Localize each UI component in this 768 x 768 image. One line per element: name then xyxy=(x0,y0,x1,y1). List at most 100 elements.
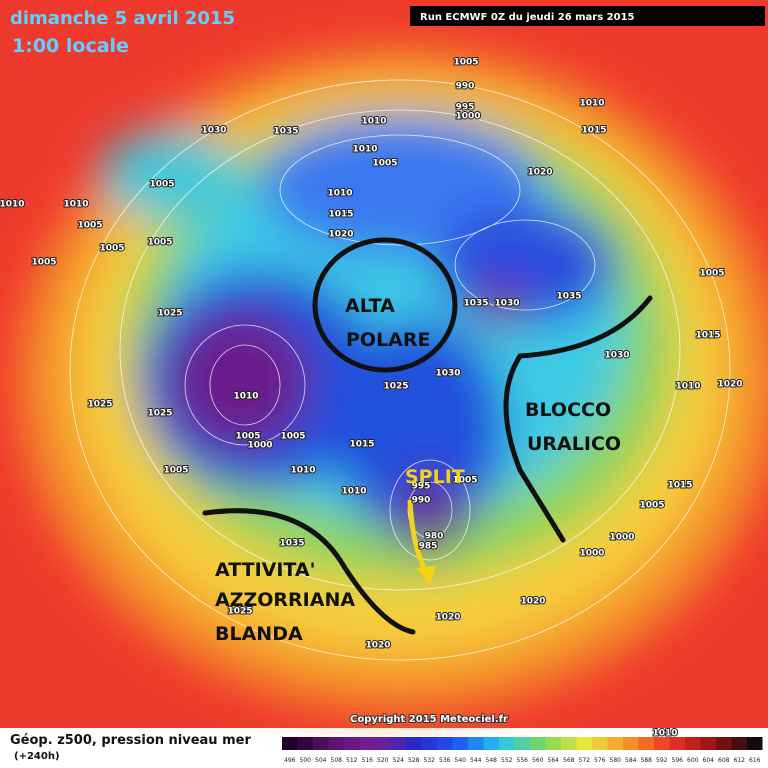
legend-label: 576 xyxy=(594,757,606,764)
isobar-label: 1000 xyxy=(247,441,272,451)
legend-swatch xyxy=(359,737,375,750)
legend-swatch xyxy=(344,737,360,750)
isobar-label: 1005 xyxy=(639,501,664,511)
isobar-label: 1030 xyxy=(201,126,226,136)
isobar-label: 1010 xyxy=(0,200,25,210)
isobar-label: 1035 xyxy=(556,292,581,302)
isobar-label: 990 xyxy=(412,496,431,506)
isobar-label: 1020 xyxy=(520,597,545,607)
isobar-label: 1015 xyxy=(695,331,720,341)
date-label: dimanche 5 avril 2015 xyxy=(10,8,235,29)
split-arrow xyxy=(407,499,436,585)
isobar-label: 1030 xyxy=(435,369,460,379)
legend-label: 536 xyxy=(439,757,451,764)
isobar-label: 1035 xyxy=(279,539,304,549)
isobar-label: 1025 xyxy=(227,607,252,617)
legend-swatch xyxy=(592,737,608,750)
legend-label: 564 xyxy=(548,757,560,764)
legend-swatch xyxy=(530,737,546,750)
isobar-label: 1020 xyxy=(435,613,460,623)
isobar-label: 1000 xyxy=(455,112,480,122)
legend-swatch xyxy=(700,737,716,750)
isobar-label: 1030 xyxy=(494,299,519,309)
height-field xyxy=(20,50,768,710)
annotation-lines xyxy=(202,237,653,635)
isobar-label: 1005 xyxy=(163,466,188,476)
isolines xyxy=(69,79,731,661)
isobar-label: 1015 xyxy=(349,440,374,450)
color-legend: 496 500 504 508 512 516 520 524 528 532 536 540 544 5… xyxy=(282,737,763,764)
legend-swatch xyxy=(282,737,298,750)
isobar-label: 1005 xyxy=(149,180,174,190)
isobar-label: 1025 xyxy=(147,409,172,419)
isobar-label: 1030 xyxy=(604,351,629,361)
legend-label: 560 xyxy=(532,757,544,764)
legend-label: 588 xyxy=(641,757,653,764)
legend-swatch xyxy=(685,737,701,750)
isobar-label: 985 xyxy=(419,542,438,552)
isobar-label: 1005 xyxy=(147,238,172,248)
legend-label: 528 xyxy=(408,757,420,764)
legend-swatch xyxy=(375,737,391,750)
isobar-label: 1005 xyxy=(372,159,397,169)
isobar-label: 980 xyxy=(425,532,444,542)
annotation: POLARE xyxy=(346,329,431,351)
isobar-label: 1010 xyxy=(63,200,88,210)
legend-label: 616 xyxy=(749,757,761,764)
time-label: 1:00 locale xyxy=(12,35,129,57)
isobar-label: 1025 xyxy=(157,309,182,319)
legend-label: 584 xyxy=(625,757,637,764)
isobar-label: 990 xyxy=(456,82,475,92)
legend-label: 600 xyxy=(687,757,699,764)
run-banner xyxy=(410,6,765,26)
legend-label: 512 xyxy=(346,757,358,764)
legend-label: 524 xyxy=(393,757,405,764)
annotation: BLANDA xyxy=(215,623,303,645)
legend-label: 516 xyxy=(362,757,374,764)
isobar-label: 1020 xyxy=(365,641,390,651)
legend-swatch xyxy=(390,737,406,750)
legend-label: 608 xyxy=(718,757,730,764)
legend-label: 580 xyxy=(610,757,622,764)
isobar-label: 1010 xyxy=(327,189,352,199)
legend-swatch xyxy=(731,737,747,750)
legend-swatch xyxy=(654,737,670,750)
isobar-label: 1025 xyxy=(87,400,112,410)
legend-swatch xyxy=(716,737,732,750)
isobar-label: 995 xyxy=(456,103,475,113)
legend-swatch xyxy=(545,737,561,750)
isobar-label: 1020 xyxy=(328,230,353,240)
isobar-label: 1010 xyxy=(675,382,700,392)
isobar-label: 1005 xyxy=(699,269,724,279)
legend-swatch xyxy=(607,737,623,750)
legend-label: 572 xyxy=(579,757,591,764)
legend-label: 596 xyxy=(672,757,684,764)
legend-label: 556 xyxy=(517,757,529,764)
isobar-label: 1005 xyxy=(453,58,478,68)
footer-title: Géop. z500, pression niveau mer xyxy=(10,733,251,748)
isobar-label: 1010 xyxy=(361,117,386,127)
legend-swatch xyxy=(576,737,592,750)
legend-swatch xyxy=(468,737,484,750)
legend-swatch xyxy=(328,737,344,750)
legend-label: 500 xyxy=(300,757,312,764)
annotation: SPLIT xyxy=(405,466,465,488)
isobar-label: 1035 xyxy=(273,127,298,137)
isobar-label: 1005 xyxy=(99,244,124,254)
legend-label: 544 xyxy=(470,757,482,764)
isobar-label: 1005 xyxy=(77,221,102,231)
isobar-label: 1035 xyxy=(463,299,488,309)
annotation: ATTIVITA' xyxy=(215,559,315,581)
isobar-label: 1000 xyxy=(579,549,604,559)
isobar-label: 1010 xyxy=(579,99,604,109)
isobar-label: 1015 xyxy=(667,481,692,491)
annotation: URALICO xyxy=(527,433,621,455)
legend-swatch xyxy=(313,737,329,750)
legend-swatch xyxy=(638,737,654,750)
legend-swatch xyxy=(421,737,437,750)
isobar-label: 1000 xyxy=(609,533,634,543)
legend-label: 508 xyxy=(331,757,343,764)
legend-label: 552 xyxy=(501,757,513,764)
legend-swatch xyxy=(514,737,530,750)
